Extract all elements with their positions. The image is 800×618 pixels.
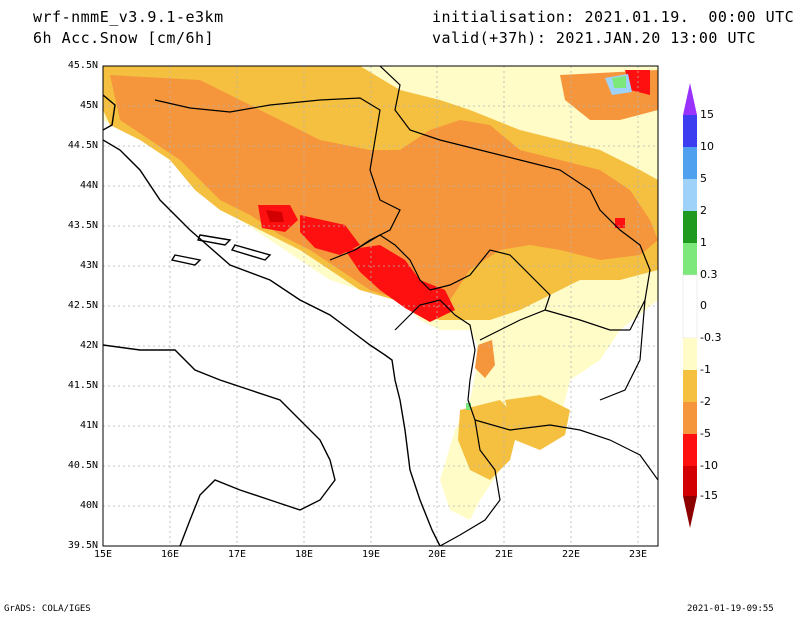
lat-label: 44N bbox=[79, 180, 98, 191]
colorbar-label: -0.3 bbox=[700, 331, 722, 344]
colorbar-label: -2 bbox=[700, 395, 711, 408]
island-1 bbox=[197, 234, 232, 246]
lon-label: 22E bbox=[561, 549, 581, 560]
lat-label: 42N bbox=[79, 340, 98, 351]
island-2 bbox=[230, 244, 272, 261]
adriatic-east-coast bbox=[103, 139, 441, 546]
lat-label: 43.5N bbox=[67, 220, 98, 231]
cb-m10 bbox=[683, 466, 697, 496]
colorbar-label: 5 bbox=[700, 172, 707, 185]
snow-green bbox=[612, 76, 626, 88]
graticule bbox=[103, 66, 658, 546]
borders bbox=[154, 66, 658, 546]
border-kosovo bbox=[429, 249, 551, 341]
cb-1 bbox=[683, 211, 697, 243]
colorbar-label: -5 bbox=[700, 427, 711, 440]
colorbar-label: 15 bbox=[700, 108, 714, 121]
colorbar-label: 0 bbox=[700, 299, 707, 312]
colorbar bbox=[682, 83, 698, 528]
istria-coast bbox=[103, 94, 116, 131]
cb-15 bbox=[683, 115, 697, 131]
snow-orange bbox=[110, 75, 658, 315]
border-mk-gr bbox=[474, 419, 658, 481]
cb-m2 bbox=[683, 402, 697, 434]
footer-timestamp: 2021-01-19-09:55 bbox=[687, 604, 774, 614]
colorbar-label: 2 bbox=[700, 204, 707, 217]
lat-label: 41N bbox=[79, 420, 98, 431]
valid-time: valid(+37h): 2021.JAN.20 13:00 UTC bbox=[432, 29, 757, 47]
cb-m03 bbox=[683, 338, 697, 370]
lat-label: 39.5N bbox=[67, 540, 98, 551]
cb-5 bbox=[683, 147, 697, 179]
snow-darkred-1 bbox=[266, 210, 284, 222]
init-time: initialisation: 2021.01.19. 00:00 UTC bbox=[432, 8, 795, 26]
lat-label: 41.5N bbox=[67, 380, 98, 391]
border-al bbox=[394, 299, 501, 546]
colorbar-bottom-triangle bbox=[683, 496, 697, 528]
cb-10 bbox=[683, 131, 697, 147]
cb-m1 bbox=[683, 370, 697, 402]
lon-label: 19E bbox=[361, 549, 381, 560]
lon-label: 16E bbox=[160, 549, 180, 560]
lat-label: 40.5N bbox=[67, 460, 98, 471]
lon-label: 21E bbox=[494, 549, 514, 560]
snow-red-4 bbox=[615, 218, 625, 228]
border-ba-me bbox=[329, 234, 431, 291]
model-title: wrf-nmmE_v3.9.1-e3km bbox=[33, 8, 224, 26]
colorbar-top-triangle bbox=[683, 83, 697, 115]
field-title: 6h Acc.Snow [cm/6h] bbox=[33, 29, 215, 47]
colorbar-label: -1 bbox=[700, 363, 711, 376]
colorbar-label: 0.3 bbox=[700, 268, 718, 281]
cb-03 bbox=[683, 243, 697, 275]
lon-label: 20E bbox=[427, 549, 447, 560]
colorbar-label: 10 bbox=[700, 140, 714, 153]
lat-label: 45.5N bbox=[67, 60, 98, 71]
lon-label: 18E bbox=[294, 549, 314, 560]
italy-coast bbox=[103, 344, 336, 546]
precip-field bbox=[103, 66, 658, 520]
lon-label: 23E bbox=[628, 549, 648, 560]
border-hr-ba bbox=[154, 97, 401, 251]
lon-label: 15E bbox=[93, 549, 113, 560]
lat-label: 44.5N bbox=[67, 140, 98, 151]
lat-label: 42.5N bbox=[67, 300, 98, 311]
map-frame bbox=[102, 65, 659, 547]
colorbar-label: -15 bbox=[700, 489, 718, 502]
border-rs bbox=[379, 66, 651, 301]
snow-orange-mk bbox=[475, 340, 495, 378]
cb-0 bbox=[682, 274, 698, 339]
snow-orange-se bbox=[505, 395, 570, 450]
lat-label: 40N bbox=[79, 500, 98, 511]
lat-label: 43N bbox=[79, 260, 98, 271]
lon-label: 17E bbox=[227, 549, 247, 560]
island-3 bbox=[170, 254, 202, 266]
colorbar-label: 1 bbox=[700, 236, 707, 249]
lat-label: 45N bbox=[79, 100, 98, 111]
footer-credit: GrADS: COLA/IGES bbox=[4, 604, 91, 614]
border-mk-bg bbox=[544, 309, 630, 331]
cb-m5 bbox=[683, 434, 697, 466]
colorbar-label: -10 bbox=[700, 459, 718, 472]
cb-2 bbox=[683, 179, 697, 211]
snow-red-2 bbox=[300, 215, 360, 255]
coastlines bbox=[103, 94, 441, 546]
border-rs-bg bbox=[599, 299, 646, 401]
snow-orange-south bbox=[458, 400, 520, 480]
